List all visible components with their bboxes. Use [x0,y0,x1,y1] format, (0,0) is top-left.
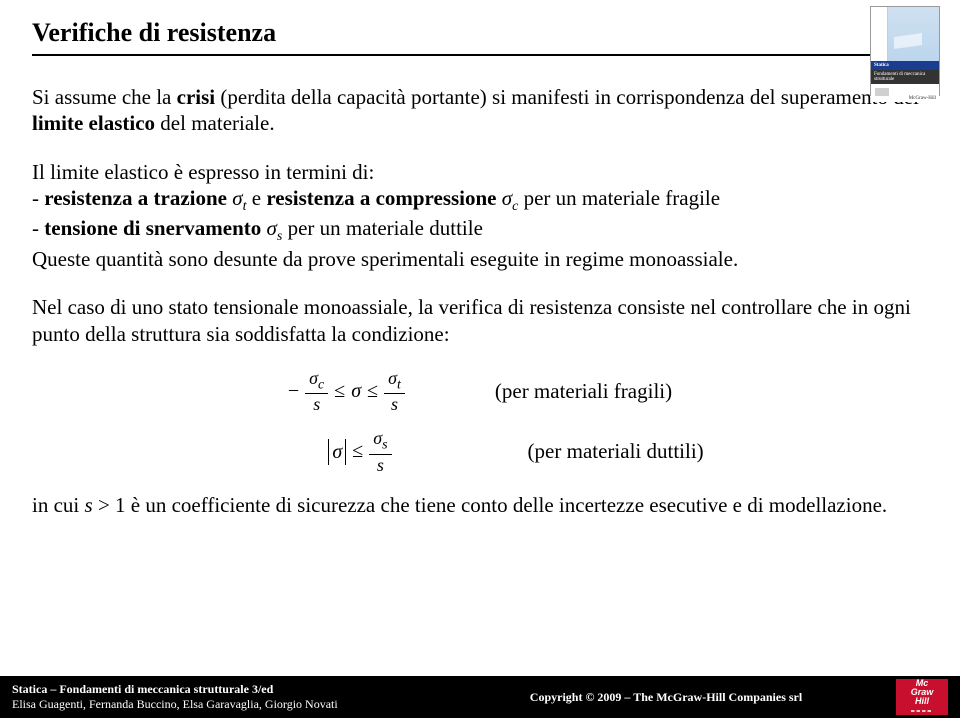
equation-1: − σc s ≤ σ ≤ σt s (per materiali fragili… [32,369,928,414]
mcgraw-hill-logo: Mc Graw Hill [896,679,948,715]
footer-book-title: Statica – Fondamenti di meccanica strutt… [12,682,448,697]
thumb-statica: Statica [874,63,889,68]
paragraph-3: Nel caso di uno stato tensionale monoass… [32,294,928,347]
thumb-publisher: McGraw-Hill [909,96,936,101]
thumb-subtitle: Fondamenti di meccanica strutturale [874,72,925,82]
equation-2-label: (per materiali duttili) [528,439,704,464]
paragraph-4: in cui s > 1 è un coefficiente di sicure… [32,492,928,518]
equation-2: σ ≤ σs s (per materiali duttili) [32,429,928,474]
footer-left: Statica – Fondamenti di meccanica strutt… [12,682,448,712]
footer-authors: Elisa Guagenti, Fernanda Buccino, Elsa G… [12,697,448,712]
bullet-ductile: tensione di snervamento σs per un materi… [32,215,928,246]
page-content: Verifiche di resistenza Si assume che la… [0,0,960,518]
page-title: Verifiche di resistenza [32,18,276,47]
equation-1-label: (per materiali fragili) [495,379,672,404]
bullet-fragile: resistenza a trazione σt e resistenza a … [32,185,928,216]
paragraph-2: Il limite elastico è espresso in termini… [32,159,928,273]
title-rule [32,54,928,56]
book-cover-thumbnail: Statica Fondamenti di meccanica struttur… [870,6,940,96]
paragraph-1: Si assume che la crisi (perdita della ca… [32,84,928,137]
footer-copyright: Copyright © 2009 – The McGraw-Hill Compa… [448,690,884,705]
footer: Statica – Fondamenti di meccanica strutt… [0,676,960,718]
